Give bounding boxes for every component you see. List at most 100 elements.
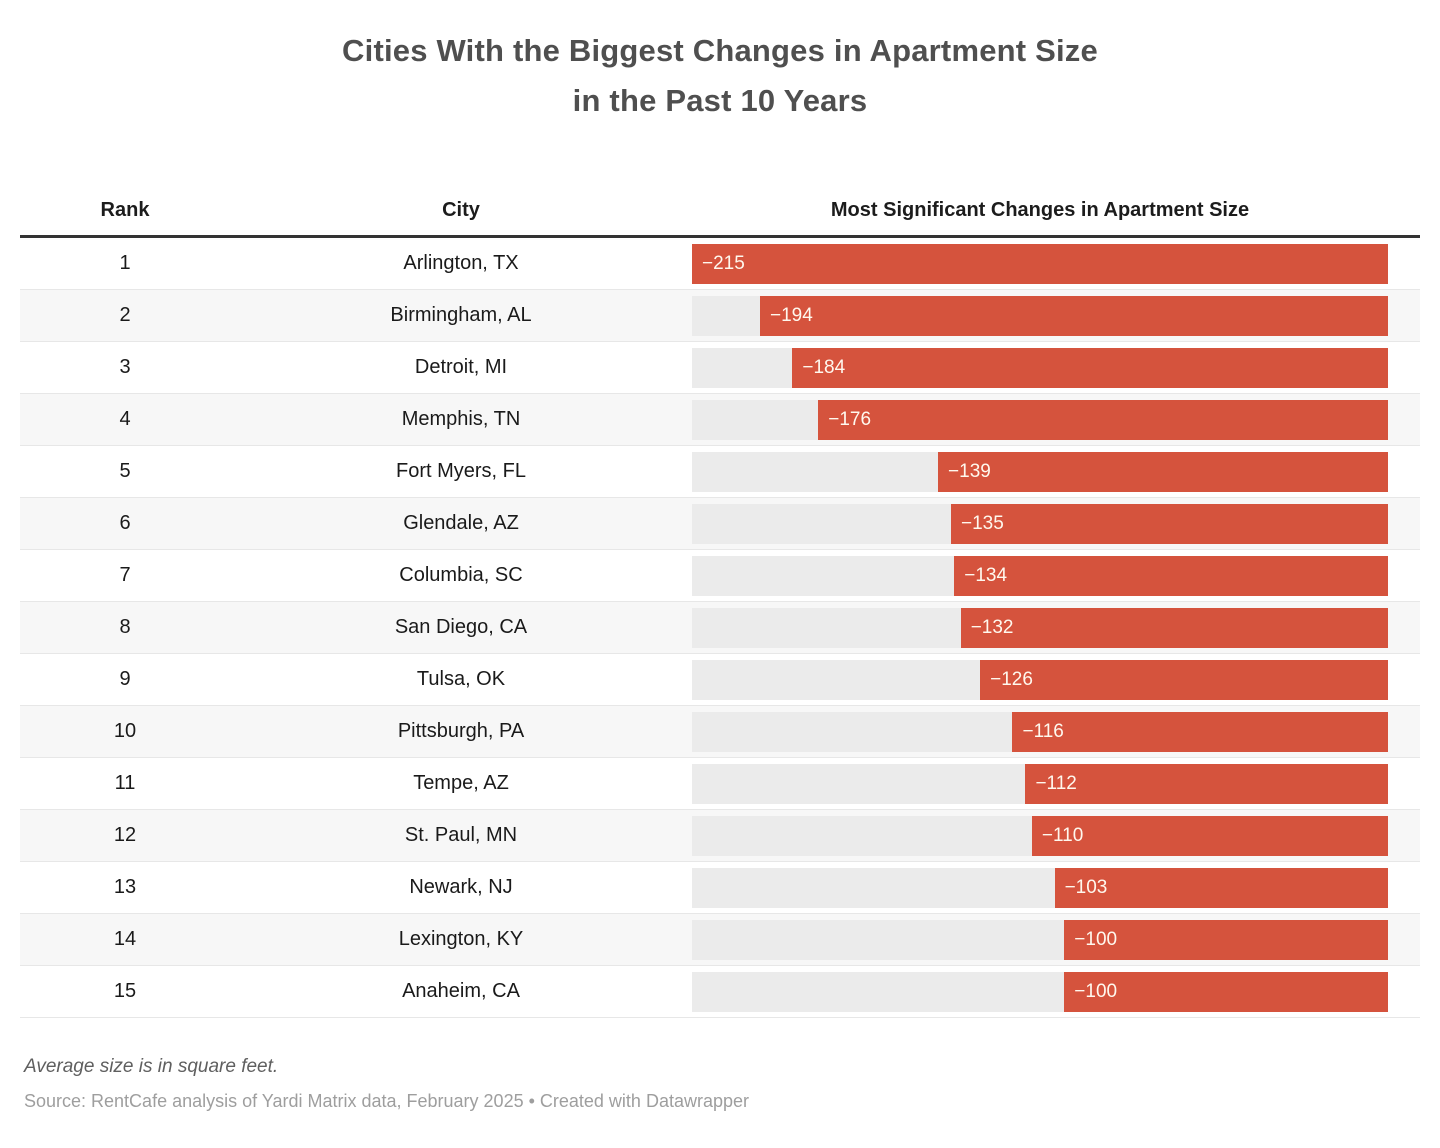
bar-track: −135 — [692, 503, 1388, 544]
rank-cell: 4 — [119, 408, 131, 430]
bar: −215 — [692, 243, 1388, 284]
bar-value-label: −176 — [828, 408, 872, 430]
bar-track: −116 — [692, 711, 1388, 752]
city-cell: Glendale, AZ — [403, 512, 519, 534]
table-row: 3 Detroit, MI −184 — [20, 342, 1420, 394]
bar-track: −184 — [692, 347, 1388, 388]
city-cell: San Diego, CA — [394, 616, 528, 638]
rank-cell: 7 — [119, 564, 131, 586]
city-cell: Detroit, MI — [414, 356, 508, 378]
bar-track: −103 — [692, 867, 1388, 908]
chart-footer: Average size is in square feet. Source: … — [24, 1056, 1416, 1112]
bar: −194 — [759, 295, 1388, 336]
table-row: 5 Fort Myers, FL −139 — [20, 446, 1420, 498]
bar-value-label: −100 — [1074, 980, 1118, 1002]
table-row: 1 Arlington, TX −215 — [20, 238, 1420, 290]
bar-value-label: −139 — [948, 460, 991, 482]
chart-title-line2: in the Past 10 Years — [572, 83, 868, 118]
city-cell: Pittsburgh, PA — [397, 720, 525, 742]
rank-cell: 8 — [119, 616, 131, 638]
rank-cell: 1 — [119, 252, 131, 274]
table-row: 7 Columbia, SC −134 — [20, 550, 1420, 602]
bar: −100 — [1064, 971, 1388, 1012]
bar-track: −176 — [692, 399, 1388, 440]
column-header-city: City — [442, 199, 480, 221]
bar-value-label: −215 — [702, 252, 745, 274]
city-cell: Anaheim, CA — [402, 980, 520, 1002]
city-cell: Birmingham, AL — [390, 304, 532, 326]
rank-cell: 14 — [113, 928, 137, 950]
bar: −184 — [792, 347, 1388, 388]
bar: −116 — [1012, 711, 1388, 752]
bar-track: −132 — [692, 607, 1388, 648]
chart-footnote: Average size is in square feet. — [24, 1056, 279, 1077]
bar-track: −100 — [692, 919, 1388, 960]
table-row: 10 Pittsburgh, PA −116 — [20, 706, 1420, 758]
rank-cell: 10 — [113, 720, 137, 742]
table-row: 8 San Diego, CA −132 — [20, 602, 1420, 654]
city-cell: Arlington, TX — [403, 252, 519, 274]
bar-track: −139 — [692, 451, 1388, 492]
table-row: 9 Tulsa, OK −126 — [20, 654, 1420, 706]
bar-track: −194 — [692, 295, 1388, 336]
table-row: 14 Lexington, KY −100 — [20, 914, 1420, 966]
bar-track: −215 — [692, 243, 1388, 284]
rank-cell: 9 — [119, 668, 131, 690]
rank-cell: 13 — [113, 876, 137, 898]
rank-cell: 6 — [119, 512, 131, 534]
city-cell: Newark, NJ — [409, 876, 513, 898]
bar-track: −126 — [692, 659, 1388, 700]
bar: −100 — [1064, 919, 1388, 960]
bar-value-label: −110 — [1041, 824, 1084, 846]
table-row: 4 Memphis, TN −176 — [20, 394, 1420, 446]
bar-track: −134 — [692, 555, 1388, 596]
bar-value-label: −194 — [769, 304, 813, 326]
city-cell: Fort Myers, FL — [395, 460, 526, 482]
table-row: 6 Glendale, AZ −135 — [20, 498, 1420, 550]
bar: −132 — [960, 607, 1388, 648]
bar: −126 — [980, 659, 1388, 700]
bar: −135 — [950, 503, 1388, 544]
rank-cell: 11 — [114, 772, 136, 794]
table-row: 2 Birmingham, AL −194 — [20, 290, 1420, 342]
bar: −134 — [954, 555, 1388, 596]
rank-cell: 15 — [113, 980, 137, 1002]
bar-value-label: −112 — [1035, 772, 1077, 794]
chart-title: Cities With the Biggest Changes in Apart… — [0, 0, 1440, 126]
city-cell: Lexington, KY — [398, 928, 524, 950]
city-cell: Memphis, TN — [401, 408, 521, 430]
city-cell: Columbia, SC — [399, 564, 523, 586]
rank-cell: 5 — [119, 460, 131, 482]
table-row: 11 Tempe, AZ −112 — [20, 758, 1420, 810]
bar: −103 — [1054, 867, 1388, 908]
bar-track: −110 — [692, 815, 1388, 856]
bar-value-label: −103 — [1064, 876, 1108, 898]
bar: −112 — [1025, 763, 1388, 804]
city-cell: Tulsa, OK — [416, 668, 506, 690]
bar: −176 — [818, 399, 1388, 440]
bar-value-label: −184 — [802, 356, 846, 378]
bar: −139 — [938, 451, 1388, 492]
rank-cell: 12 — [113, 824, 137, 846]
column-header-change: Most Significant Changes in Apartment Si… — [830, 199, 1250, 221]
chart-title-line1: Cities With the Biggest Changes in Apart… — [342, 33, 1098, 68]
bar: −110 — [1031, 815, 1388, 856]
table-row: 12 St. Paul, MN −110 — [20, 810, 1420, 862]
rank-cell: 3 — [119, 356, 131, 378]
bar-value-label: −116 — [1022, 720, 1064, 742]
bar-value-label: −135 — [960, 512, 1004, 534]
bar-track: −100 — [692, 971, 1388, 1012]
city-cell: Tempe, AZ — [413, 772, 509, 794]
bar-value-label: −132 — [970, 616, 1014, 638]
table-body: 1 Arlington, TX −215 2 Birmingham, AL −1… — [20, 238, 1420, 1018]
rank-cell: 2 — [119, 304, 131, 326]
source-attribution: Source: RentCafe analysis of Yardi Matri… — [24, 1091, 749, 1111]
bar-track: −112 — [692, 763, 1388, 804]
table-row: 15 Anaheim, CA −100 — [20, 966, 1420, 1018]
column-header-rank: Rank — [100, 199, 150, 221]
bar-value-label: −134 — [964, 564, 1008, 586]
bar-value-label: −126 — [990, 668, 1033, 690]
city-cell: St. Paul, MN — [404, 824, 518, 846]
table-row: 13 Newark, NJ −103 — [20, 862, 1420, 914]
